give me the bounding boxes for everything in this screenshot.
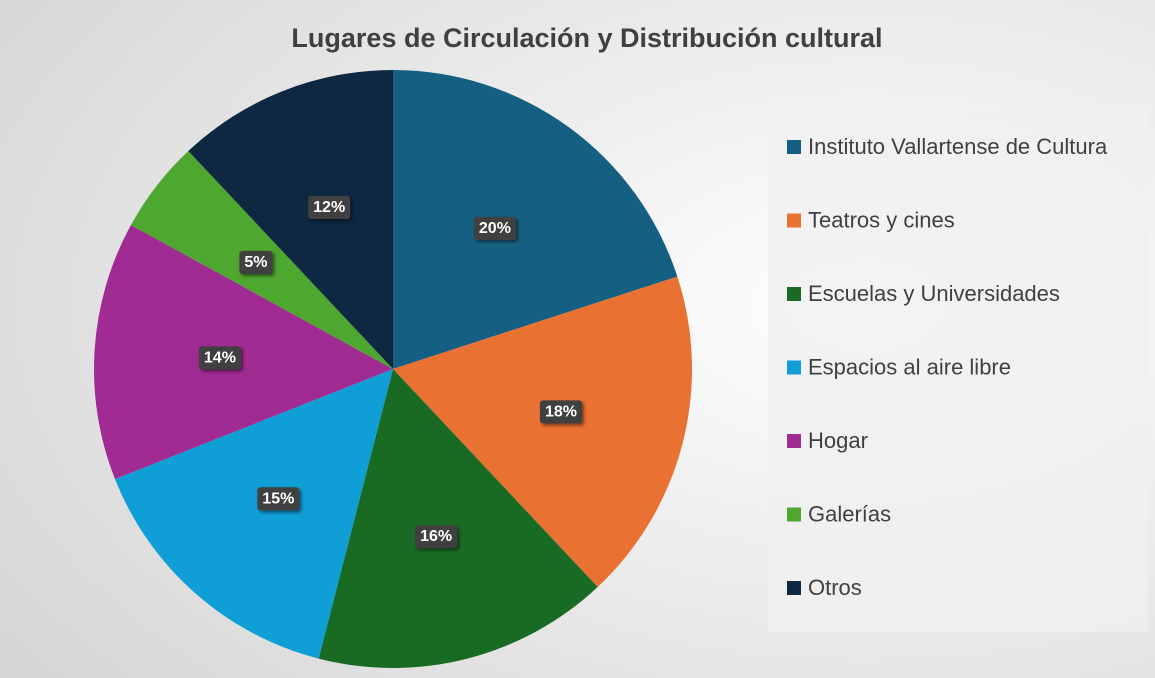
legend: Instituto Vallartense de Cultura Teatros …: [787, 134, 1108, 600]
data-label-box: [239, 250, 273, 274]
legend-swatch: [787, 213, 801, 228]
data-label-box: [308, 195, 351, 219]
data-label: 5%: [244, 254, 267, 271]
data-label: 12%: [313, 199, 345, 216]
data-label: 18%: [545, 403, 577, 420]
legend-label: Escuelas y Universidades: [808, 281, 1060, 306]
legend-swatch: [787, 140, 801, 154]
legend-swatch: [787, 581, 801, 595]
data-label-box: [415, 525, 458, 549]
pie-slice: [94, 224, 393, 480]
pie-slice: [393, 276, 692, 587]
legend-swatch: [787, 507, 801, 522]
chart-title: Lugares de Circulación y Distribución cu…: [291, 23, 882, 53]
data-labels: 20% 18% 16% 15% 14% 5% 12%: [198, 195, 582, 549]
legend-label: Otros: [808, 575, 862, 600]
data-label-box: [539, 400, 582, 424]
data-label-box: [198, 346, 241, 370]
data-label: 20%: [479, 220, 511, 237]
data-label: 15%: [262, 490, 294, 507]
data-label-box: [473, 216, 516, 240]
data-label-box: [257, 487, 300, 511]
legend-label: Espacios al aire libre: [808, 354, 1011, 379]
legend-label: Hogar: [808, 428, 868, 453]
pie-slice: [318, 369, 598, 668]
legend-swatch: [787, 360, 801, 375]
legend-label: Teatros y cines: [808, 207, 955, 232]
data-label: 16%: [420, 528, 452, 545]
legend-swatch: [787, 287, 801, 301]
legend-label: Instituto Vallartense de Cultura: [808, 134, 1108, 159]
pie-slice: [188, 70, 393, 369]
pie: [94, 70, 692, 668]
legend-swatch: [787, 434, 801, 448]
legend-box: [768, 110, 1148, 632]
legend-label: Galerías: [808, 501, 891, 526]
pie-slice: [114, 369, 394, 659]
data-label: 14%: [204, 349, 236, 366]
pie-slice: [393, 70, 678, 369]
